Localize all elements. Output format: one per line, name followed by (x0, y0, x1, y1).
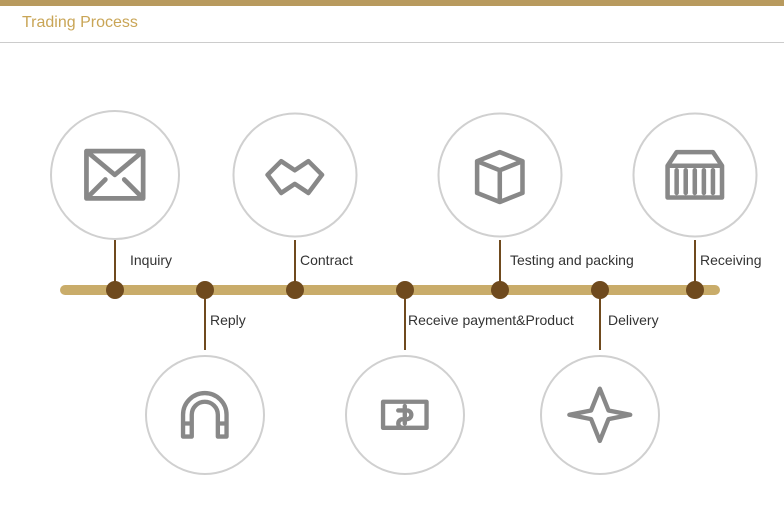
handshake-icon (259, 139, 332, 212)
timeline-node-receiving (686, 281, 704, 299)
step-circle-receiving (633, 113, 758, 238)
step-circle-delivery (540, 355, 660, 475)
timeline-node-testing (491, 281, 509, 299)
step-circle-reply (145, 355, 265, 475)
container-icon (659, 139, 732, 212)
step-circle-payment (345, 355, 465, 475)
step-label-payment: Receive payment&Product (408, 312, 574, 328)
timeline-node-inquiry (106, 281, 124, 299)
timeline-node-delivery (591, 281, 609, 299)
timeline-bar (60, 285, 720, 295)
step-label-receiving: Receiving (700, 252, 761, 268)
money-icon (370, 380, 440, 450)
header: Trading Process (0, 0, 784, 43)
step-circle-testing (438, 113, 563, 238)
envelope-icon (77, 137, 153, 213)
timeline-node-reply (196, 281, 214, 299)
timeline-node-contract (286, 281, 304, 299)
connector-reply (204, 298, 206, 350)
connector-delivery (599, 298, 601, 350)
package-icon (464, 139, 537, 212)
step-label-contract: Contract (300, 252, 353, 268)
connector-testing (499, 240, 501, 282)
connector-receiving (694, 240, 696, 282)
step-circle-inquiry (50, 110, 180, 240)
step-label-testing: Testing and packing (510, 252, 634, 268)
plane-icon (565, 380, 635, 450)
step-label-delivery: Delivery (608, 312, 659, 328)
timeline-node-payment (396, 281, 414, 299)
step-circle-contract (233, 113, 358, 238)
header-underline (0, 42, 784, 43)
step-label-inquiry: Inquiry (130, 252, 172, 268)
step-label-reply: Reply (210, 312, 246, 328)
connector-payment (404, 298, 406, 350)
connector-inquiry (114, 240, 116, 282)
connector-contract (294, 240, 296, 282)
page-title: Trading Process (0, 6, 784, 40)
headset-icon (170, 380, 240, 450)
